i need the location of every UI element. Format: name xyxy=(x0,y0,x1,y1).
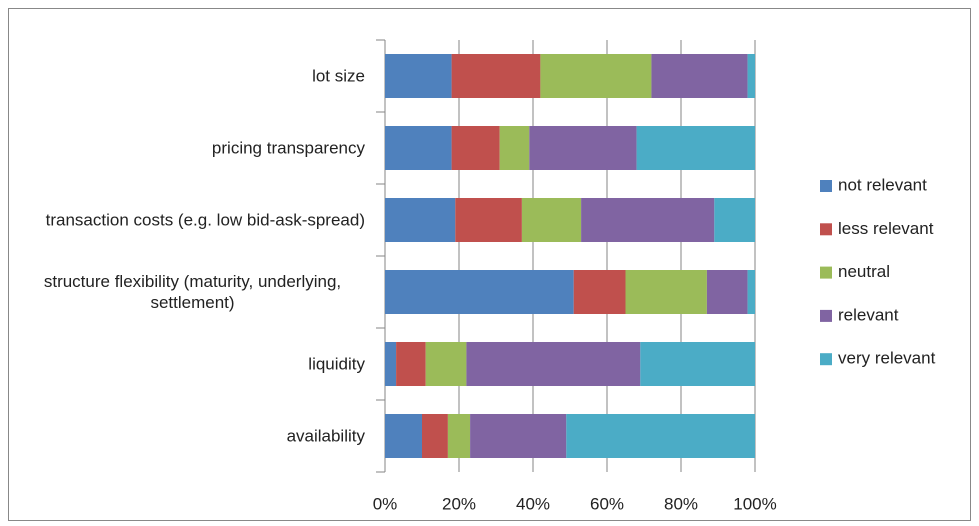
y-tick-label: lot size xyxy=(10,66,365,87)
bar-segment xyxy=(385,414,422,458)
y-tick-label: liquidity xyxy=(10,354,365,375)
y-tick-label-text: liquidity xyxy=(308,354,365,374)
bar-segment xyxy=(651,54,748,98)
bar-segment xyxy=(447,414,471,458)
bar-segment xyxy=(385,342,397,386)
bar-segment xyxy=(581,198,715,242)
legend-swatch xyxy=(820,180,832,192)
bar-segment xyxy=(451,54,541,98)
y-tick-label: pricing transparency xyxy=(10,138,365,159)
x-tick-label: 20% xyxy=(442,494,476,513)
legend-label: less relevant xyxy=(838,219,934,238)
y-tick-label: availability xyxy=(10,426,365,447)
bar-segment xyxy=(385,270,574,314)
y-tick-label-text: pricing transparency xyxy=(211,138,365,158)
x-tick-label: 0% xyxy=(373,494,398,513)
bar-segment xyxy=(451,126,500,170)
bar-segment xyxy=(455,198,522,242)
bar-segment xyxy=(706,270,748,314)
bar-segment xyxy=(566,414,755,458)
x-tick-label: 40% xyxy=(516,494,550,513)
y-tick-label: transaction costs (e.g. low bid-ask-spre… xyxy=(10,210,365,231)
bar-segment xyxy=(521,198,582,242)
bar-segment xyxy=(714,198,755,242)
bar-segment xyxy=(540,54,652,98)
bar-segment xyxy=(385,126,452,170)
bar-segment xyxy=(396,342,426,386)
legend-label: very relevant xyxy=(838,349,936,368)
bar-segment xyxy=(470,414,567,458)
legend-label: not relevant xyxy=(838,175,927,194)
legend-swatch xyxy=(820,266,832,279)
x-tick-label: 60% xyxy=(590,494,624,513)
bar-segment xyxy=(640,342,755,386)
bar-segment xyxy=(466,342,641,386)
bar-segment xyxy=(636,126,755,170)
legend-swatch xyxy=(820,309,832,322)
bar-segment xyxy=(747,270,755,314)
legend-swatch xyxy=(820,223,832,236)
bar-segment xyxy=(747,54,755,98)
y-tick-label-text: structure flexibility (maturity, underly… xyxy=(43,272,342,312)
bar-segment xyxy=(385,54,452,98)
y-tick-label-text: availability xyxy=(286,426,365,446)
legend-swatch xyxy=(820,353,832,366)
bar-segment xyxy=(499,126,530,170)
bar-segment xyxy=(625,270,707,314)
y-tick-label-text: lot size xyxy=(312,66,365,86)
bar-segment xyxy=(573,270,626,314)
bar-segment xyxy=(422,414,448,458)
y-tick-label-text: transaction costs (e.g. low bid-ask-spre… xyxy=(45,210,365,230)
x-tick-label: 80% xyxy=(664,494,698,513)
bar-segment xyxy=(529,126,637,170)
legend-label: neutral xyxy=(838,262,890,281)
x-tick-label: 100% xyxy=(733,494,776,513)
bar-segment xyxy=(425,342,467,386)
legend-label: relevant xyxy=(838,305,899,324)
y-tick-label: structure flexibility (maturity, underly… xyxy=(10,271,365,313)
bar-segment xyxy=(385,198,456,242)
